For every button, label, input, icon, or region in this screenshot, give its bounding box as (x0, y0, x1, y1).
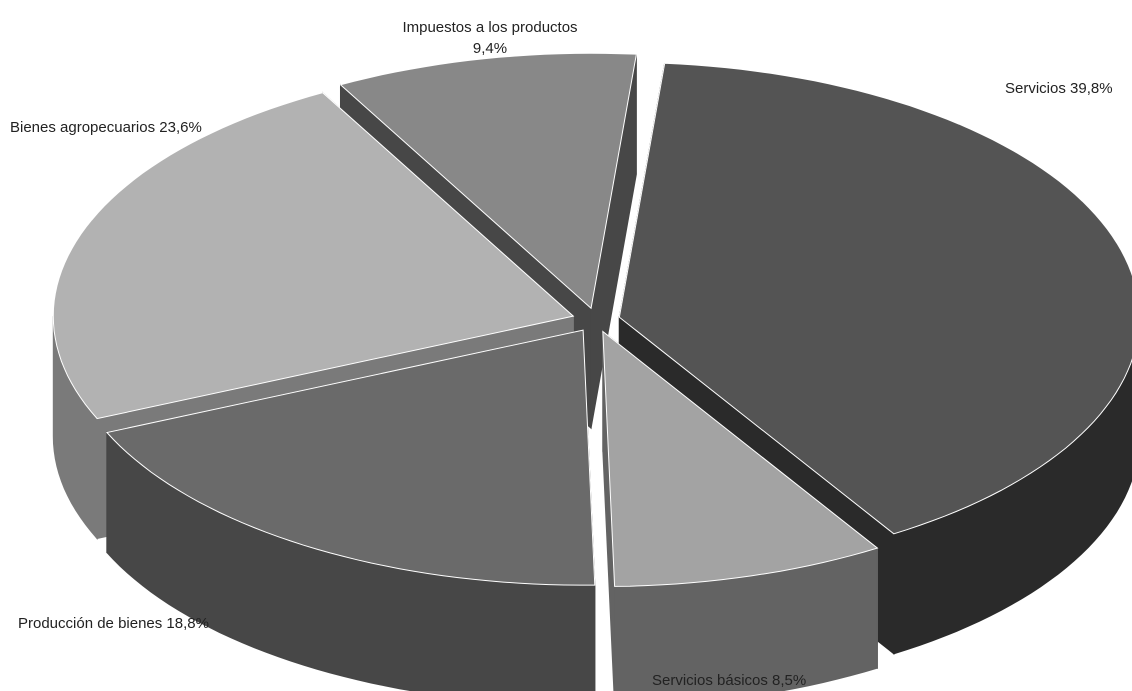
pie-slice-servicios-basicos (602, 330, 879, 587)
pie-slice-produccion-de-bienes (105, 329, 596, 586)
pie-labels: Servicios 39,8% Servicios básicos 8,5% P… (10, 19, 1113, 689)
label-bienes-agropecuarios: Bienes agropecuarios 23,6% (10, 119, 202, 136)
pie-slice-impuestos (339, 52, 637, 310)
label-servicios-basicos: Servicios básicos 8,5% (652, 672, 806, 689)
label-servicios: Servicios 39,8% (1005, 80, 1113, 97)
pie-tops (52, 52, 1132, 587)
label-impuestos-pct: 9,4% (473, 40, 507, 57)
label-produccion-de-bienes: Producción de bienes 18,8% (18, 615, 209, 632)
pie-slice-servicios (618, 62, 1132, 535)
pie-slice-bienes-agropecuarios (52, 92, 575, 420)
label-impuestos: Impuestos a los productos (402, 19, 577, 36)
